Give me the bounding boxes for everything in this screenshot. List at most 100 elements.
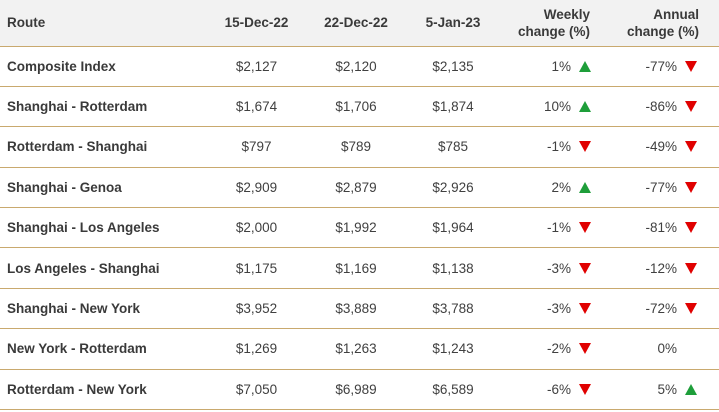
up-arrow-icon	[579, 101, 591, 113]
down-arrow-icon	[685, 303, 697, 315]
weekly-change: -6%	[501, 369, 604, 409]
annual-change: -12%	[604, 248, 719, 288]
annual-change: 5%	[604, 369, 719, 409]
rate-date-3: $1,874	[432, 99, 474, 115]
table-row: Composite Index $2,127 $2,120 $2,135 1% -77%	[0, 46, 719, 87]
header-route: Route	[7, 15, 46, 31]
annual-change: -77%	[604, 167, 719, 207]
route-name: Rotterdam - Shanghai	[7, 139, 148, 155]
header-weekly-change: Weekly change (%)	[501, 0, 604, 46]
header-annual-change: Annual change (%)	[604, 0, 719, 46]
down-arrow-icon	[685, 141, 697, 153]
weekly-change: -1%	[501, 127, 604, 167]
down-arrow-icon	[685, 222, 697, 234]
rate-date-1: $797	[241, 139, 272, 155]
table-row: New York - Rotterdam $1,269 $1,263 $1,243 -2…	[0, 329, 719, 370]
header-date-1: 15-Dec-22	[224, 15, 289, 31]
down-arrow-icon	[685, 60, 697, 72]
rate-date-2: $1,992	[335, 220, 377, 236]
down-arrow-icon	[579, 303, 591, 315]
rate-date-1: $3,952	[235, 301, 278, 317]
rate-date-1: $7,050	[235, 381, 278, 397]
annual-change-value: -86%	[645, 99, 677, 115]
annual-change-value: -12%	[645, 260, 677, 276]
annual-change-value: -81%	[645, 220, 677, 236]
weekly-change: -1%	[501, 208, 604, 248]
rate-date-1: $1,269	[235, 341, 278, 357]
rate-date-3: $2,135	[432, 58, 474, 74]
rate-date-2: $1,263	[335, 341, 377, 357]
rate-date-1: $1,674	[235, 99, 278, 115]
weekly-change: 2%	[501, 167, 604, 207]
route-name: Shanghai - Los Angeles	[7, 220, 160, 236]
rate-date-2: $1,706	[335, 99, 377, 115]
annual-change-value: -49%	[645, 139, 677, 155]
route-name: Composite Index	[7, 58, 116, 74]
rate-date-2: $2,120	[335, 58, 377, 74]
up-arrow-icon	[685, 383, 697, 395]
down-arrow-icon	[579, 141, 591, 153]
weekly-change-value: -1%	[546, 139, 571, 155]
annual-change-value: -72%	[645, 301, 677, 317]
weekly-change-value: 2%	[551, 179, 571, 195]
rate-date-3: $6,589	[432, 381, 474, 397]
down-arrow-icon	[579, 343, 591, 355]
header-weekly-line2: change (%)	[517, 23, 590, 39]
up-arrow-icon	[579, 181, 591, 193]
table-row: Shanghai - Los Angeles $2,000 $1,992 $1,964…	[0, 208, 719, 248]
down-arrow-icon	[579, 383, 591, 395]
annual-change-value: 5%	[657, 381, 677, 397]
header-weekly-line1: Weekly	[543, 6, 590, 22]
rate-date-3: $3,788	[432, 301, 474, 317]
table-row: Shanghai - Rotterdam $1,674 $1,706 $1,874 10…	[0, 86, 719, 127]
weekly-change: -3%	[501, 288, 604, 328]
up-arrow-icon	[579, 60, 591, 72]
table-row: Rotterdam - New York $7,050 $6,989 $6,589 -6…	[0, 369, 719, 410]
rate-date-1: $2,000	[235, 220, 278, 236]
weekly-change: -3%	[501, 248, 604, 288]
weekly-change: 1%	[501, 46, 604, 86]
route-name: New York - Rotterdam	[7, 341, 147, 357]
weekly-change-value: 10%	[543, 99, 571, 115]
weekly-change-value: -3%	[546, 301, 571, 317]
rate-date-1: $2,127	[235, 58, 278, 74]
route-name: Shanghai - Rotterdam	[7, 99, 148, 115]
rate-date-3: $785	[437, 139, 469, 155]
annual-change: 0%	[604, 329, 719, 369]
rate-date-3: $1,138	[432, 260, 474, 276]
header-annual-line2: change (%)	[626, 23, 699, 39]
route-name: Rotterdam - New York	[7, 381, 147, 397]
weekly-change-value: -2%	[546, 341, 571, 357]
rate-date-1: $1,175	[235, 260, 278, 276]
route-name: Shanghai - Genoa	[7, 179, 122, 195]
weekly-change: 10%	[501, 86, 604, 126]
annual-change-value: -77%	[645, 179, 677, 195]
annual-change: -77%	[604, 46, 719, 86]
header-date-2: 22-Dec-22	[324, 15, 388, 31]
weekly-change-value: -1%	[546, 220, 571, 236]
rate-date-2: $2,879	[335, 179, 377, 195]
down-arrow-icon	[685, 101, 697, 113]
table-row: Shanghai - New York $3,952 $3,889 $3,788 -3%…	[0, 288, 719, 329]
rate-date-2: $3,889	[335, 301, 377, 317]
rate-date-3: $1,243	[432, 341, 474, 357]
route-name: Los Angeles - Shanghai	[7, 260, 160, 276]
annual-change: -72%	[604, 288, 719, 328]
rate-date-3: $1,964	[432, 220, 474, 236]
weekly-change-value: 1%	[551, 58, 571, 74]
rate-date-2: $1,169	[335, 260, 377, 276]
rate-date-3: $2,926	[432, 179, 474, 195]
down-arrow-icon	[685, 181, 697, 193]
weekly-change-value: -3%	[546, 260, 571, 276]
rate-date-2: $789	[340, 139, 372, 155]
table-row: Rotterdam - Shanghai $797 $789 $785 -1% -49%	[0, 127, 719, 168]
weekly-change: -2%	[501, 329, 604, 369]
annual-change: -86%	[604, 86, 719, 126]
annual-change-value: -77%	[645, 58, 677, 74]
table-row: Shanghai - Genoa $2,909 $2,879 $2,926 2% -77%	[0, 167, 719, 208]
header-row: Route 15-Dec-22 22-Dec-22 5-Jan-23 Weekl…	[0, 0, 719, 46]
down-arrow-icon	[579, 222, 591, 234]
annual-change-value: 0%	[657, 341, 677, 357]
